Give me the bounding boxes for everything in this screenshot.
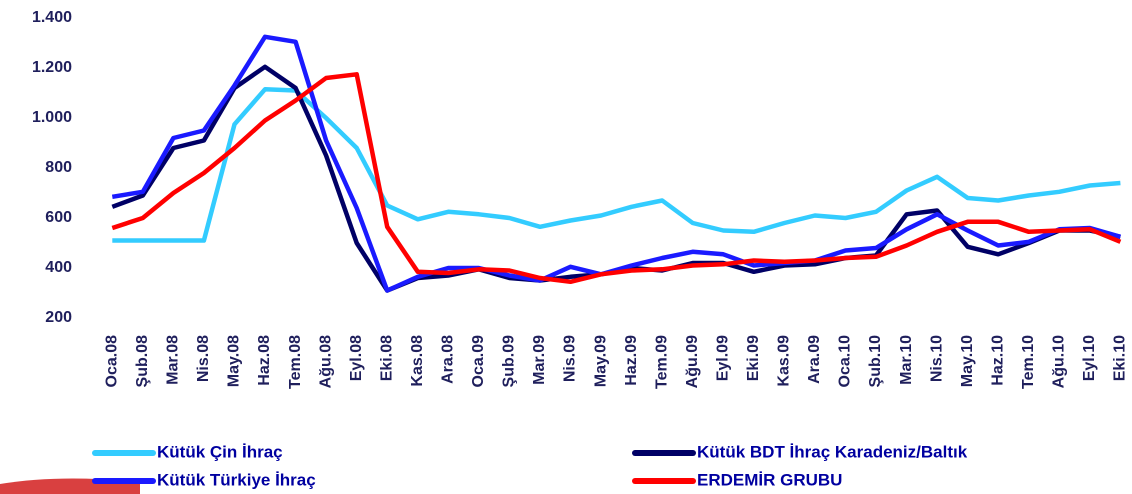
x-tick-label: May.09 (592, 335, 609, 387)
x-tick-label: Tem.08 (287, 335, 304, 389)
x-tick-label: Haz.10 (989, 335, 1006, 386)
y-tick-label: 200 (45, 309, 72, 326)
x-tick-label: Nis.10 (928, 335, 945, 382)
x-tick-label: Mar.09 (531, 335, 548, 385)
legend-label: Kütük BDT İhraç Karadeniz/Baltık (697, 442, 968, 461)
x-tick-label: Ağu.09 (684, 335, 701, 388)
legend-label: ERDEMİR GRUBU (697, 470, 842, 489)
legend-label: Kütük Türkiye İhraç (157, 470, 316, 489)
x-tick-label: May.08 (226, 335, 243, 387)
x-tick-label: Haz.08 (256, 335, 273, 386)
x-tick-label: Tem.10 (1020, 335, 1037, 389)
x-tick-label: Kas.08 (409, 335, 426, 387)
series-line (111, 34, 1122, 293)
x-tick-label: Oca.08 (103, 335, 120, 388)
legend-label: Kütük Çin İhraç (157, 442, 283, 461)
x-tick-label: Eyl.10 (1081, 335, 1098, 381)
x-tick-label: Eki.09 (745, 335, 762, 381)
x-tick-label: Eyl.09 (714, 335, 731, 381)
y-tick-label: 1.000 (32, 109, 72, 126)
x-tick-label: Nis.08 (195, 335, 212, 382)
y-tick-label: 400 (45, 259, 72, 276)
x-tick-label: Ara.08 (440, 335, 457, 384)
x-tick-label: Şub.09 (501, 335, 518, 388)
x-tick-label: Ara.09 (806, 335, 823, 384)
series-line (111, 64, 1121, 293)
x-tick-label: Şub.08 (134, 335, 151, 388)
series-line (111, 72, 1122, 285)
y-tick-label: 800 (45, 159, 72, 176)
x-tick-label: May.10 (959, 335, 976, 387)
y-tick-label: 600 (45, 209, 72, 226)
x-tick-label: Ağu.10 (1051, 335, 1068, 388)
x-tick-label: Mar.10 (898, 335, 915, 385)
x-tick-label: Haz.09 (623, 335, 640, 386)
x-tick-label: Eyl.08 (348, 335, 365, 381)
x-tick-label: Oca.09 (470, 335, 487, 388)
x-tick-label: Oca.10 (837, 335, 854, 388)
x-tick-label: Eki.08 (378, 335, 395, 381)
series-line (112, 87, 1121, 243)
y-tick-label: 1.200 (32, 59, 72, 76)
y-tick-label: 1.400 (32, 9, 72, 26)
x-tick-label: Nis.09 (562, 335, 579, 382)
x-tick-label: Eki.10 (1112, 335, 1129, 381)
x-tick-label: Mar.08 (165, 335, 182, 385)
x-tick-label: Tem.09 (653, 335, 670, 389)
x-tick-label: Şub.10 (867, 335, 884, 388)
x-tick-label: Kas.09 (776, 335, 793, 387)
x-tick-label: Ağu.08 (317, 335, 334, 388)
